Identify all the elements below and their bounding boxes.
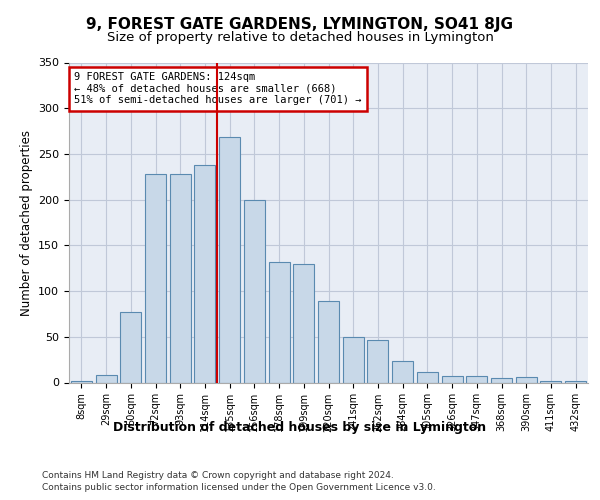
- Bar: [293, 264, 314, 382]
- Text: 9 FOREST GATE GARDENS: 124sqm
← 48% of detached houses are smaller (668)
51% of : 9 FOREST GATE GARDENS: 124sqm ← 48% of d…: [74, 72, 362, 106]
- Text: Size of property relative to detached houses in Lymington: Size of property relative to detached ho…: [107, 31, 493, 44]
- Bar: [343, 337, 364, 382]
- Bar: [318, 301, 339, 382]
- Text: Distribution of detached houses by size in Lymington: Distribution of detached houses by size …: [113, 421, 487, 434]
- Bar: [565, 380, 586, 382]
- Bar: [219, 138, 240, 382]
- Bar: [392, 360, 413, 382]
- Text: Contains public sector information licensed under the Open Government Licence v3: Contains public sector information licen…: [42, 484, 436, 492]
- Bar: [194, 165, 215, 382]
- Bar: [466, 376, 487, 382]
- Bar: [71, 380, 92, 382]
- Bar: [269, 262, 290, 382]
- Bar: [442, 376, 463, 382]
- Bar: [491, 378, 512, 382]
- Bar: [417, 372, 438, 382]
- Y-axis label: Number of detached properties: Number of detached properties: [20, 130, 32, 316]
- Bar: [95, 375, 116, 382]
- Bar: [120, 312, 141, 382]
- Bar: [170, 174, 191, 382]
- Bar: [367, 340, 388, 382]
- Bar: [145, 174, 166, 382]
- Bar: [541, 380, 562, 382]
- Text: Contains HM Land Registry data © Crown copyright and database right 2024.: Contains HM Land Registry data © Crown c…: [42, 471, 394, 480]
- Bar: [516, 377, 537, 382]
- Bar: [244, 200, 265, 382]
- Text: 9, FOREST GATE GARDENS, LYMINGTON, SO41 8JG: 9, FOREST GATE GARDENS, LYMINGTON, SO41 …: [86, 16, 514, 32]
